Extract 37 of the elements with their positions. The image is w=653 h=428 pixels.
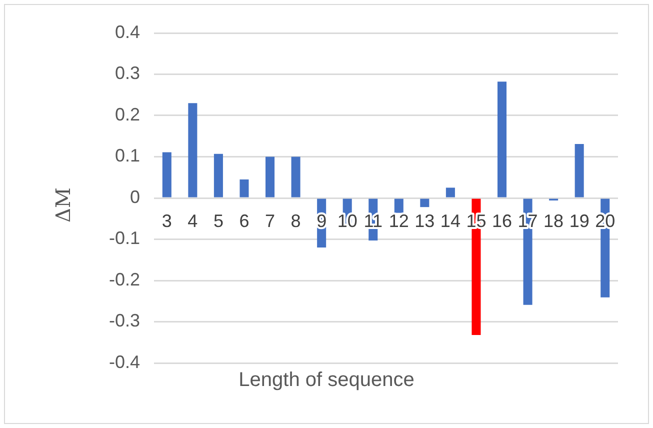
bar bbox=[446, 188, 455, 198]
bar bbox=[394, 198, 404, 213]
x-tick-label: 12 bbox=[388, 210, 409, 231]
bar bbox=[266, 156, 275, 198]
y-tick-label: -0.3 bbox=[108, 310, 140, 331]
bar bbox=[497, 82, 507, 198]
y-tick-label: 0.1 bbox=[114, 146, 140, 166]
x-tick-label: 19 bbox=[569, 210, 590, 231]
x-tick-label: 9 bbox=[316, 210, 327, 231]
x-tick-label: 6 bbox=[239, 210, 250, 231]
y-tick-label: -0.2 bbox=[108, 269, 140, 290]
bar bbox=[162, 152, 172, 198]
x-tick-label: 16 bbox=[492, 210, 512, 231]
y-tick-label: 0.4 bbox=[114, 22, 140, 42]
y-tick-label: 0 bbox=[130, 186, 140, 207]
bar bbox=[291, 156, 300, 198]
y-tick-label: 0.2 bbox=[114, 104, 140, 124]
x-tick-label: 3 bbox=[162, 210, 172, 231]
x-tick-label: 4 bbox=[188, 210, 198, 231]
bar bbox=[188, 103, 198, 198]
bar bbox=[574, 144, 584, 198]
x-tick-label: 8 bbox=[290, 210, 301, 231]
x-axis-title: Length of sequence bbox=[238, 369, 414, 391]
x-tick-label: 17 bbox=[518, 210, 538, 231]
y-tick-label: -0.1 bbox=[108, 228, 140, 248]
bar bbox=[420, 198, 430, 208]
y-tick-label: -0.4 bbox=[108, 352, 140, 372]
y-tick-label: 0.3 bbox=[114, 63, 140, 84]
x-tick-label: 5 bbox=[213, 210, 224, 231]
y-axis-title: ΔM bbox=[51, 188, 75, 222]
x-tick-label: 15 bbox=[466, 210, 486, 231]
x-tick-label: 14 bbox=[440, 210, 460, 231]
x-tick-label: 18 bbox=[544, 210, 564, 231]
bar bbox=[240, 179, 249, 198]
x-tick-label: 7 bbox=[265, 210, 276, 231]
x-tick-label: 13 bbox=[414, 210, 435, 231]
bar bbox=[214, 154, 223, 198]
